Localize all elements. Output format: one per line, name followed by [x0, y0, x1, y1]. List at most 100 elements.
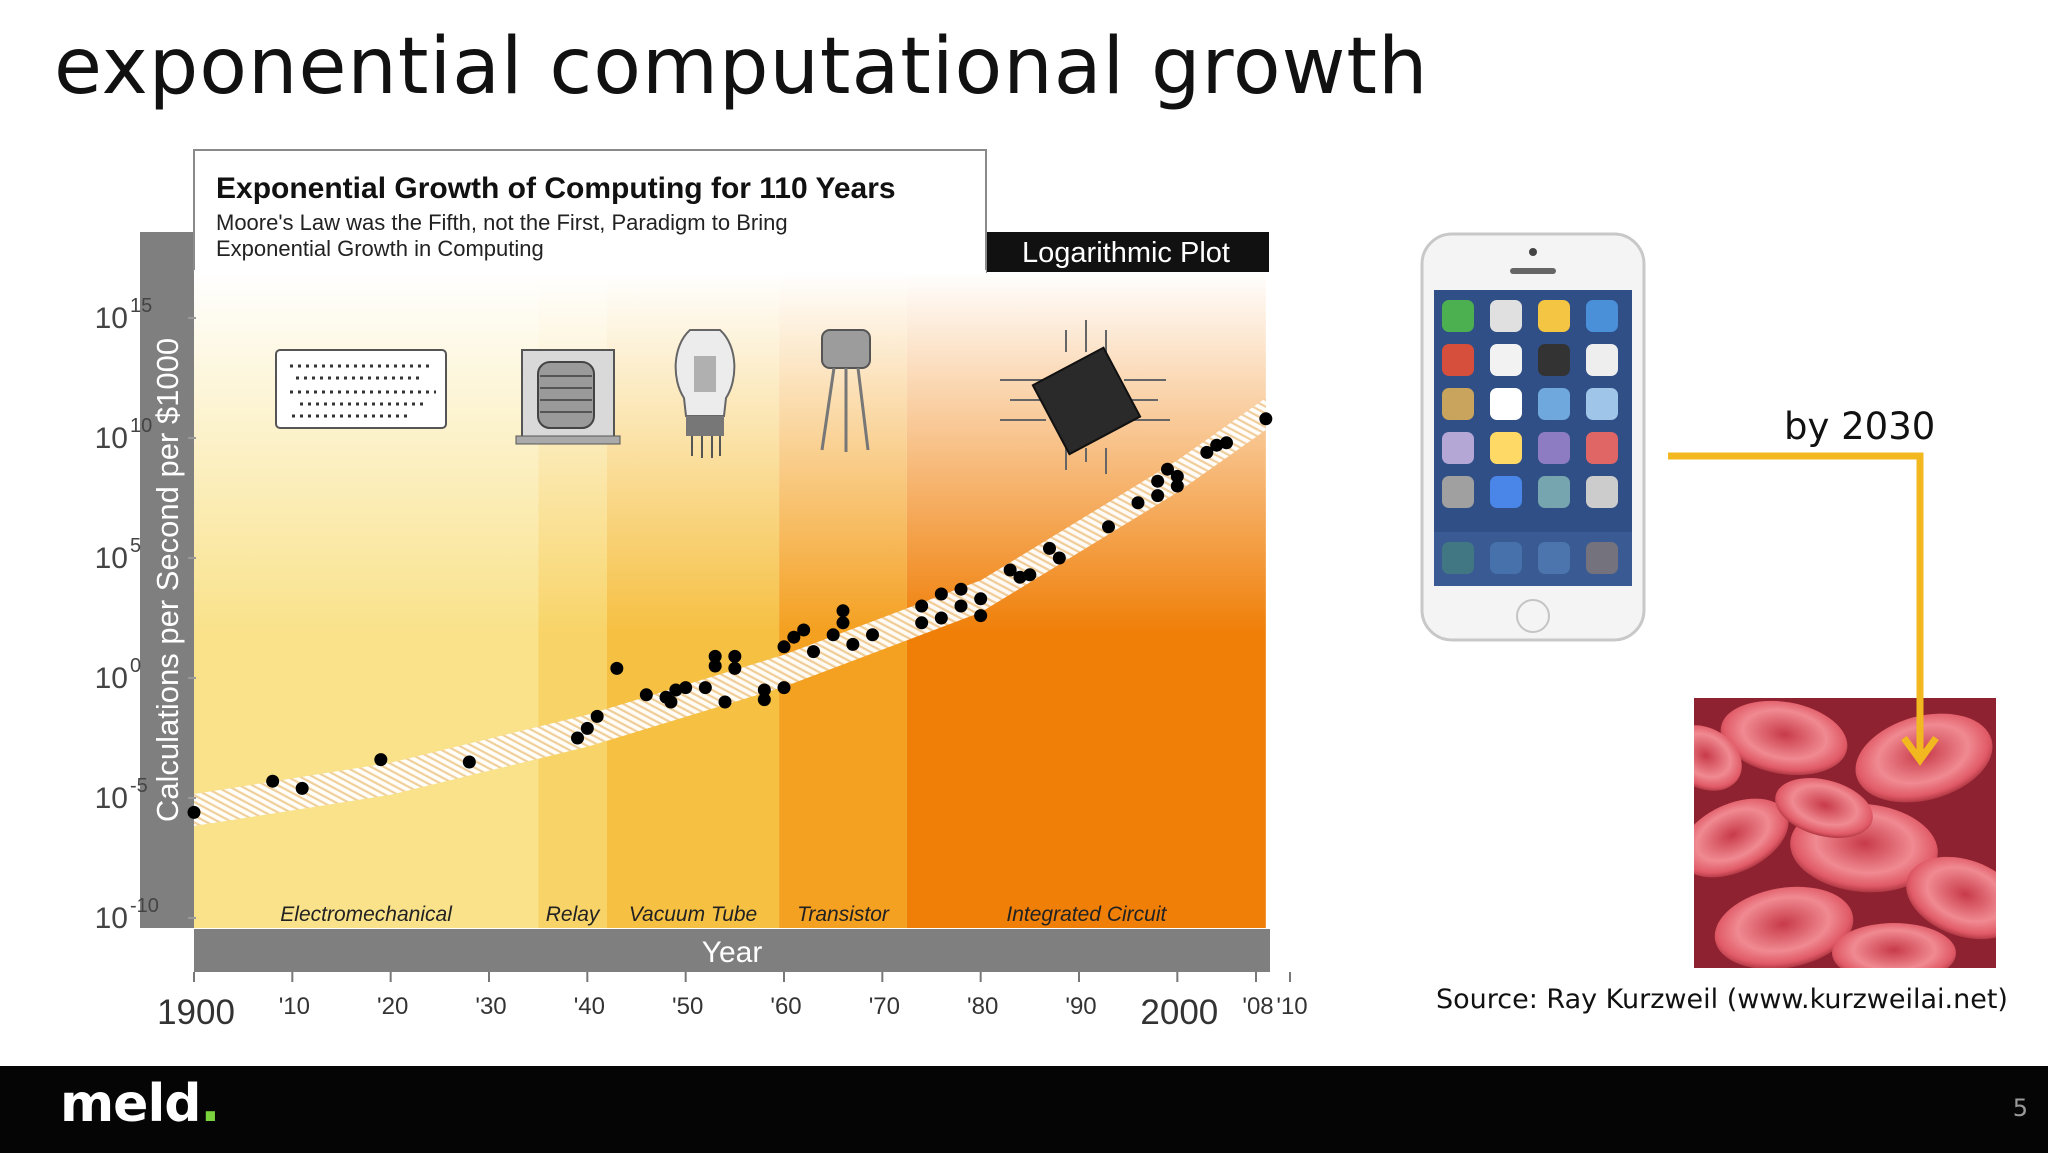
data-point-47 — [1151, 489, 1165, 503]
data-point-53 — [1210, 438, 1224, 452]
chart-subtitle-line-2: Exponential Growth in Computing — [216, 236, 544, 261]
data-point-13 — [679, 681, 693, 695]
data-point-43 — [1043, 541, 1056, 555]
data-point-11 — [664, 695, 678, 709]
relay-icon — [515, 349, 621, 445]
computing-growth-chart: Electromechanical Relay Vacuum Tube Transis… — [95, 149, 1308, 1032]
data-point-26 — [807, 645, 820, 659]
smartphone-image — [1420, 232, 1646, 642]
integrated-circuit-icon — [1000, 320, 1170, 474]
data-point-22 — [777, 681, 791, 695]
data-point-35 — [934, 611, 948, 625]
y-tick-label-4: 10 — [95, 782, 128, 815]
data-point-51 — [1170, 469, 1184, 483]
chart-title: Exponential Growth of Computing for 110 … — [216, 172, 896, 205]
data-point-19 — [728, 649, 742, 663]
red-blood-cells-image — [1694, 698, 1996, 968]
x-axis-band — [194, 929, 1270, 972]
data-point-52 — [1200, 445, 1214, 459]
data-point-27 — [826, 628, 840, 642]
source-citation: Source: Ray Kurzweil (www.kurzweilai.net… — [1436, 984, 2008, 1015]
data-point-29 — [836, 604, 850, 618]
data-point-49 — [1161, 462, 1174, 476]
data-point-4 — [462, 755, 476, 769]
x-tick-label-1: '10 — [279, 993, 310, 1020]
x-tick-label-8: '80 — [967, 993, 998, 1020]
data-point-0 — [187, 805, 201, 819]
x-tick-label-4: '40 — [574, 993, 605, 1020]
data-point-40 — [1003, 563, 1017, 577]
x-tick-label-12: '10 — [1276, 993, 1307, 1020]
y-tick-label-0: 10 — [95, 302, 128, 335]
data-point-18 — [728, 661, 742, 675]
data-point-20 — [757, 693, 771, 707]
y-axis-band — [140, 232, 194, 928]
data-point-48 — [1151, 474, 1165, 488]
y-tick-label-2: 10 — [95, 542, 128, 575]
data-point-6 — [580, 721, 594, 735]
data-point-45 — [1102, 520, 1115, 534]
data-points — [187, 412, 1273, 819]
data-point-50 — [1170, 479, 1184, 493]
data-point-12 — [669, 683, 683, 697]
x-tick-label-5: '50 — [672, 993, 703, 1020]
data-point-28 — [836, 616, 850, 630]
by-2030-annotation: by 2030 — [1784, 405, 1936, 448]
data-point-39 — [974, 592, 988, 606]
x-tick-label-9: '90 — [1065, 993, 1096, 1020]
data-point-38 — [974, 609, 988, 623]
y-tick-label-1: 10 — [95, 422, 128, 455]
data-point-7 — [590, 709, 604, 723]
plot-label: Logarithmic Plot — [1022, 237, 1230, 269]
x-tick-label-2: '20 — [377, 993, 408, 1020]
slide-title: exponential computational growth — [54, 22, 1429, 112]
data-point-21 — [757, 683, 771, 697]
x-axis-label: Year — [702, 936, 763, 969]
data-point-46 — [1131, 496, 1145, 510]
chart-title-box — [193, 149, 987, 273]
data-point-14 — [698, 681, 712, 695]
vacuum-tube-icon — [674, 329, 736, 458]
data-point-24 — [787, 630, 801, 644]
footer-bar: meld. 5 — [0, 1066, 2048, 1153]
data-point-42 — [1023, 568, 1037, 582]
data-point-31 — [866, 628, 879, 642]
y-tick-exp-3: 0 — [130, 655, 141, 677]
transistor-icon — [820, 329, 871, 452]
y-tick-exp-0: 15 — [130, 295, 152, 317]
chart-subtitle-line-1: Moore's Law was the Fifth, not the First… — [216, 210, 788, 235]
arrow-head — [1901, 735, 1939, 766]
y-axis-label: Calculations per Second per $1000 — [150, 338, 185, 822]
era-label-3: Transistor — [797, 903, 890, 926]
x-tick-label-0: 1900 — [157, 993, 235, 1032]
era-label-1: Relay — [546, 903, 601, 926]
x-tick-label-11: '08 — [1242, 993, 1273, 1020]
meld-logo[interactable]: meld. — [60, 1074, 221, 1134]
data-point-5 — [571, 731, 584, 745]
data-point-55 — [1259, 412, 1273, 426]
data-point-3 — [374, 753, 388, 767]
y-tick-label-3: 10 — [95, 662, 128, 695]
data-point-37 — [954, 599, 968, 613]
data-point-9 — [639, 688, 653, 702]
data-point-54 — [1220, 436, 1233, 450]
data-point-34 — [934, 587, 948, 601]
arrow-line — [1668, 452, 1924, 756]
plot-label-box — [987, 232, 1269, 272]
logo-text: meld — [60, 1074, 201, 1134]
logo-dot: . — [200, 1074, 221, 1134]
y-tick-exp-5: -10 — [130, 895, 159, 917]
data-point-41 — [1013, 570, 1027, 584]
page-number: 5 — [2012, 1094, 2028, 1122]
data-point-16 — [708, 649, 722, 663]
punch-card-icon — [275, 349, 447, 429]
data-point-1 — [266, 774, 280, 788]
x-tick-labels: 1900'10'20'30'40'50'60'70'80'90 2000'08'1… — [157, 972, 1308, 1032]
data-point-36 — [954, 582, 968, 596]
data-point-2 — [295, 781, 309, 795]
y-tick-label-5: 10 — [95, 902, 128, 935]
x-tick-label-6: '60 — [770, 993, 801, 1020]
x-tick-label-7: '70 — [869, 993, 900, 1020]
data-point-15 — [708, 659, 722, 673]
